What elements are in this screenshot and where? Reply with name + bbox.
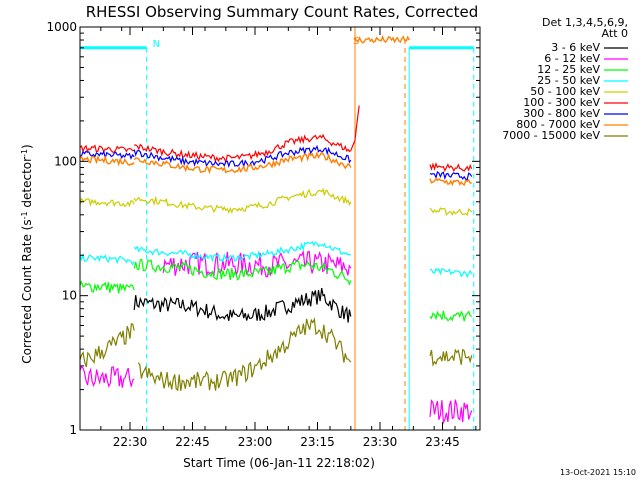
chart-title: RHESSI Observing Summary Count Rates, Co… (86, 3, 479, 21)
y-axis: 1 10 100 1000 (46, 20, 480, 437)
series-12-25-keV (80, 259, 473, 322)
orbit-interval-markers (79, 27, 475, 430)
series-6-12-keV (80, 249, 473, 425)
series-300-800-keV (80, 144, 473, 181)
legend-header: Det 1,3,4,5,6,9, (542, 16, 628, 29)
y-tick-label: 1000 (46, 20, 77, 34)
x-tick-label: 22:45 (175, 435, 210, 449)
y-axis-label-part: ) (20, 144, 34, 149)
y-tick-label: 100 (54, 154, 77, 168)
series-line (133, 144, 352, 169)
y-axis-label-part: -1 (20, 149, 29, 157)
series-3-6-keV (133, 287, 352, 323)
y-axis-label-part: Corrected Count Rate (s (20, 219, 34, 363)
series-line (429, 170, 473, 181)
generated-timestamp: 13-Oct-2021 15:10 (560, 468, 636, 477)
x-tick-label: 23:00 (238, 435, 273, 449)
series-line (133, 240, 352, 263)
series-line (429, 161, 473, 173)
legend-label: 3 - 6 keV (551, 41, 600, 54)
y-tick-label: 1 (69, 423, 77, 437)
series-line (429, 267, 473, 279)
series-line (133, 259, 352, 286)
x-axis-label: Start Time (06-Jan-11 22:18:02) (183, 456, 375, 470)
series-100-300-keV (80, 105, 473, 173)
legend-header: Att 0 (602, 27, 628, 40)
series-line (80, 366, 135, 388)
series-line (354, 35, 410, 44)
series-800-7000-keV (80, 35, 472, 187)
x-tick-label: 23:15 (300, 435, 335, 449)
plot-frame (79, 26, 481, 431)
annotation-n: N (153, 39, 160, 50)
legend-label: 50 - 100 keV (530, 85, 600, 98)
annotation-s: S (353, 36, 359, 47)
legend-label: 6 - 12 keV (544, 52, 600, 65)
series-line (429, 310, 473, 322)
series-line (134, 105, 360, 164)
series-line (162, 249, 352, 278)
series-line (133, 150, 352, 175)
x-tick-label: 23:30 (363, 435, 398, 449)
legend-label: 7000 - 15000 keV (502, 129, 600, 142)
series-layer (80, 35, 473, 425)
series-line (80, 197, 135, 208)
series-line (429, 399, 473, 425)
x-tick-label: 22:30 (113, 435, 148, 449)
series-line (80, 280, 135, 294)
series-line (80, 144, 135, 154)
legend-label: 25 - 50 keV (537, 74, 600, 87)
legend-label: 100 - 300 keV (523, 96, 600, 109)
legend-label: 300 - 800 keV (523, 107, 600, 120)
series-25-50-keV (80, 240, 473, 279)
series-line (429, 207, 473, 217)
series-line (429, 348, 473, 367)
series-line (133, 187, 352, 214)
series-line (429, 177, 472, 187)
series-line (80, 154, 135, 167)
legend-label: 12 - 25 keV (537, 63, 600, 76)
y-tick-label: 10 (62, 289, 77, 303)
series-line (80, 322, 135, 368)
series-line (133, 287, 352, 323)
series-line (80, 252, 135, 266)
x-tick-label: 23:45 (425, 435, 460, 449)
series-line (80, 150, 135, 161)
series-line (137, 317, 352, 392)
y-axis-label-part: detector (20, 157, 34, 212)
y-axis-label-part: -1 (20, 211, 29, 219)
series-7000-15000-keV (80, 317, 473, 392)
y-axis-label: Corrected Count Rate (s-1 detector-1) (20, 144, 35, 363)
series-50-100-keV (80, 187, 473, 217)
legend-label: 800 - 7000 keV (516, 118, 600, 131)
x-axis: 22:30 22:45 23:00 23:15 23:30 23:45 (79, 27, 477, 449)
